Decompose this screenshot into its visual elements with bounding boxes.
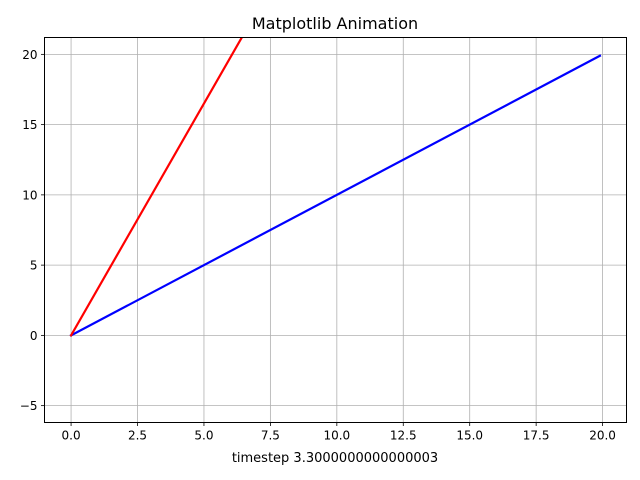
plot-area-frame	[44, 37, 627, 423]
x-tick-label: 10.0	[323, 429, 350, 443]
y-tick-label: −5	[20, 399, 38, 413]
x-tick-label: 17.5	[523, 429, 550, 443]
y-tick-label: 20	[22, 48, 37, 62]
series-line-2	[69, 37, 244, 337]
y-tick-label: 10	[22, 188, 37, 202]
x-tick-label: 0.0	[62, 429, 81, 443]
series-line-1	[69, 54, 602, 337]
y-tick-label: 5	[30, 259, 38, 273]
y-tick-label: 0	[30, 329, 38, 343]
chart-title: Matplotlib Animation	[252, 14, 418, 33]
x-tick-label: 15.0	[456, 429, 483, 443]
x-tick-label: 12.5	[390, 429, 417, 443]
series-layer	[69, 37, 602, 337]
x-tick-label: 5.0	[194, 429, 213, 443]
axis-ticks: 0.0 2.5 5.0 7.5 10.0 12.5 15.0 17.5 20.0 −5 0 5 10 15…	[20, 48, 616, 443]
y-tick-label: 15	[22, 118, 37, 132]
x-tick-label: 20.0	[589, 429, 616, 443]
x-tick-label: 7.5	[261, 429, 280, 443]
x-axis-label: timestep 3.3000000000000003	[232, 451, 438, 466]
x-tick-label: 2.5	[128, 429, 147, 443]
